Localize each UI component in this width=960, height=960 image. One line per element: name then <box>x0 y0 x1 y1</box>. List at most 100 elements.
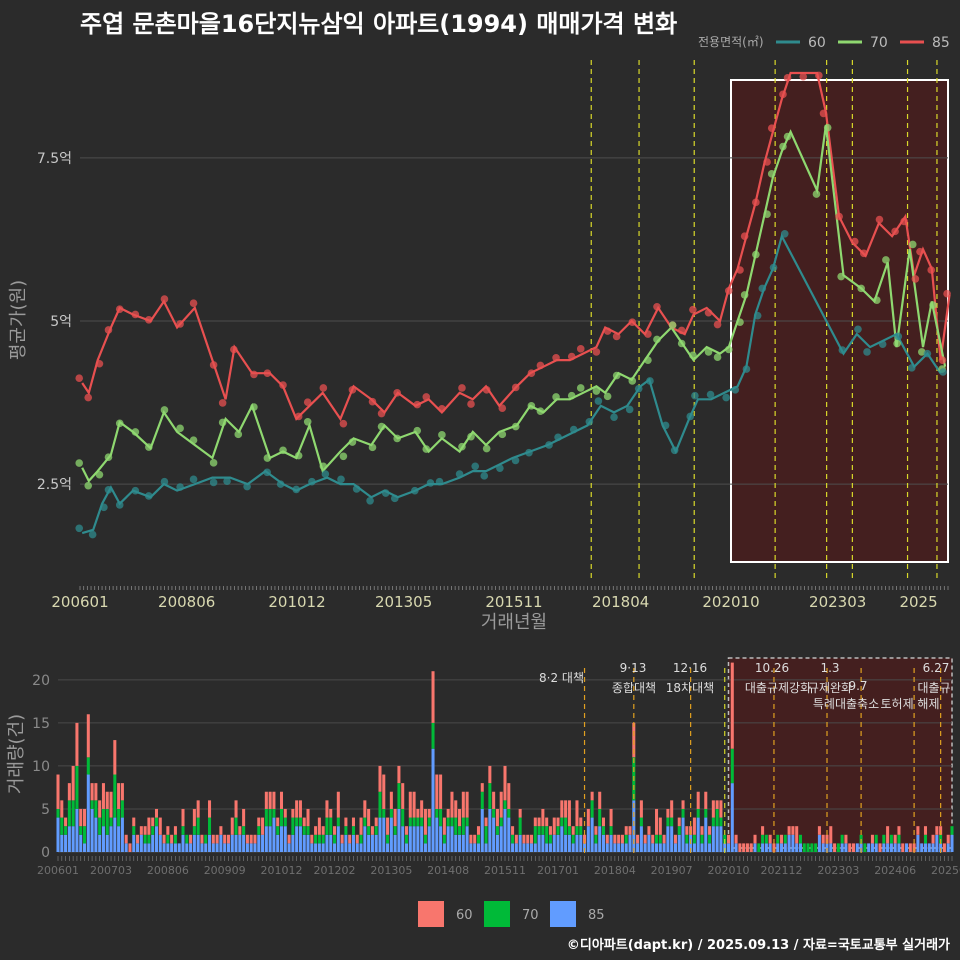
legend-label-85: 85 <box>932 35 950 51</box>
volume-bar-70 <box>306 826 310 835</box>
data-point-60 <box>243 482 251 491</box>
volume-bar-85 <box>264 826 268 852</box>
volume-bar-60 <box>548 826 552 835</box>
data-point-60 <box>923 349 932 358</box>
data-point-60 <box>545 441 553 449</box>
volume-bar-85 <box>170 843 174 852</box>
volume-bar-85 <box>374 834 378 852</box>
volume-bar-70 <box>105 808 109 835</box>
event-label: 1.3 <box>820 661 839 675</box>
volume-bar-70 <box>439 808 443 827</box>
volume-bar-60 <box>359 817 363 835</box>
volume-bar-60 <box>283 808 287 818</box>
data-point-70 <box>783 132 792 141</box>
volume-bar-85 <box>730 783 734 852</box>
x-tick-label-bottom: 200806 <box>147 864 189 877</box>
event-label: 토허제 해제 <box>880 697 939 711</box>
volume-bar-70 <box>783 834 787 844</box>
volume-bar-60 <box>393 808 397 827</box>
volume-bar-85 <box>609 834 613 852</box>
volume-bar-60 <box>162 834 166 844</box>
volume-bar-60 <box>132 817 136 827</box>
volume-bar-60 <box>749 843 753 852</box>
volume-bar-70 <box>757 843 761 852</box>
volume-bar-60 <box>223 834 227 844</box>
volume-bar-85 <box>344 834 348 852</box>
volume-bar-60 <box>90 783 94 801</box>
volume-bar-60 <box>507 783 511 809</box>
volume-bar-60 <box>317 817 321 835</box>
volume-bar-70 <box>435 808 439 818</box>
volume-bar-60 <box>908 843 912 852</box>
volume-bar-60 <box>617 834 621 844</box>
volume-bar-60 <box>257 817 261 827</box>
volume-bar-85 <box>594 843 598 852</box>
volume-bar-70 <box>541 826 545 835</box>
volume-bar-85 <box>124 843 128 852</box>
volume-bar-85 <box>859 843 863 852</box>
volume-bar-60 <box>833 843 837 852</box>
volume-bar-60 <box>336 791 340 818</box>
volume-bar-85 <box>700 843 704 852</box>
volume-bar-85 <box>86 774 90 852</box>
volume-bar-70 <box>537 826 541 835</box>
volume-bar-60 <box>382 774 386 809</box>
data-point-60 <box>160 477 169 486</box>
data-point-70 <box>75 459 84 467</box>
volume-bar-85 <box>685 843 689 852</box>
data-point-60 <box>426 479 435 487</box>
volume-bar-85 <box>158 834 162 852</box>
volume-bar-85 <box>692 843 696 852</box>
x-tick-label: 202303 <box>809 593 866 611</box>
volume-bar-70 <box>268 808 272 827</box>
data-point-85 <box>875 215 884 224</box>
y-axis-title-bottom: 거래량(건) <box>6 714 27 794</box>
data-point-85 <box>115 305 124 313</box>
volume-bar-70 <box>564 817 568 835</box>
volume-bar-70 <box>98 817 102 835</box>
volume-bar-85 <box>83 843 87 852</box>
volume-bar-85 <box>673 843 677 852</box>
volume-bar-85 <box>511 843 515 852</box>
volume-bar-60 <box>348 834 352 844</box>
data-point-85 <box>891 227 899 236</box>
volume-bar-85 <box>681 817 685 852</box>
volume-bar-85 <box>234 834 238 852</box>
volume-bar-60 <box>700 826 704 835</box>
volume-bar-85 <box>935 834 939 852</box>
volume-bar-85 <box>189 843 193 852</box>
volume-bar-85 <box>287 843 291 852</box>
volume-bar-70 <box>416 817 420 827</box>
volume-bar-70 <box>571 834 575 844</box>
volume-bar-60 <box>745 843 749 852</box>
volume-bar-60 <box>442 817 446 835</box>
volume-bar-85 <box>238 834 242 852</box>
data-point-85 <box>552 353 560 362</box>
data-point-70 <box>552 393 560 401</box>
volume-bar-70 <box>94 800 98 818</box>
volume-bar-85 <box>499 826 503 852</box>
data-point-70 <box>339 452 348 461</box>
data-point-70 <box>763 210 771 218</box>
volume-bar-85 <box>245 843 249 852</box>
volume-bar-70 <box>719 817 723 827</box>
volume-bar-85 <box>336 826 340 852</box>
volume-bar-85 <box>768 843 772 852</box>
volume-bar-60 <box>931 834 935 844</box>
volume-bar-70 <box>113 774 117 818</box>
volume-bar-85 <box>79 834 83 852</box>
volume-bar-85 <box>776 843 780 852</box>
data-point-70 <box>812 190 821 198</box>
data-point-85 <box>294 412 303 421</box>
data-point-60 <box>411 486 419 495</box>
volume-bar-85 <box>257 834 261 852</box>
volume-bar-60 <box>439 774 443 809</box>
volume-bar-60 <box>613 834 617 844</box>
volume-bar-60 <box>378 765 382 792</box>
data-point-70 <box>413 426 422 435</box>
volume-bar-70 <box>677 826 681 835</box>
data-point-85 <box>724 286 733 295</box>
volume-bar-60 <box>192 808 196 827</box>
volume-bar-85 <box>817 834 821 852</box>
volume-bar-85 <box>711 826 715 852</box>
